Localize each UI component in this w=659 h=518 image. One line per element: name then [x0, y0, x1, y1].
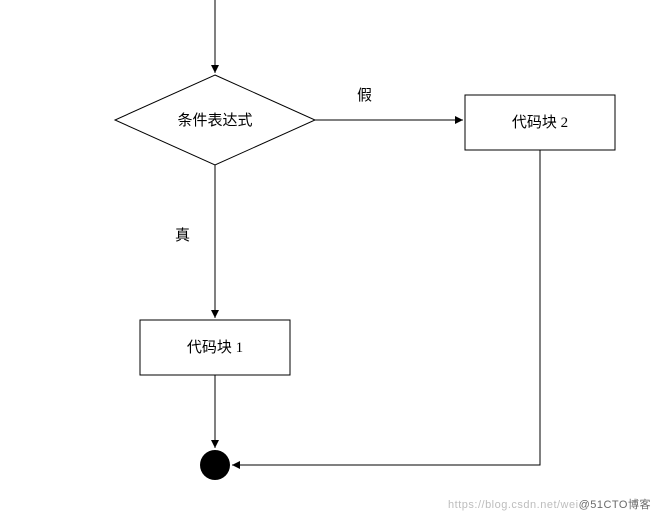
edge-label-true: 真	[175, 226, 190, 244]
block2-label: 代码块 2	[512, 114, 568, 131]
condition-diamond: 条件表达式	[115, 75, 315, 165]
block2-rect: 代码块 2	[465, 95, 615, 150]
condition-label: 条件表达式	[177, 112, 252, 129]
edge-label-false: 假	[357, 87, 372, 104]
watermark: https://blog.csdn.net/wei@51CTO博客	[448, 496, 651, 512]
watermark-dark: @51CTO博客	[579, 499, 651, 511]
edge-block2-down-left	[232, 150, 540, 465]
block1-rect: 代码块 1	[140, 320, 290, 375]
edge-cond-false-right: 假	[315, 87, 463, 120]
block1-label: 代码块 1	[187, 339, 243, 356]
watermark-faint: https://blog.csdn.net/wei	[448, 499, 579, 511]
edge-cond-true-down: 真	[175, 165, 215, 318]
end-terminal	[200, 450, 230, 480]
